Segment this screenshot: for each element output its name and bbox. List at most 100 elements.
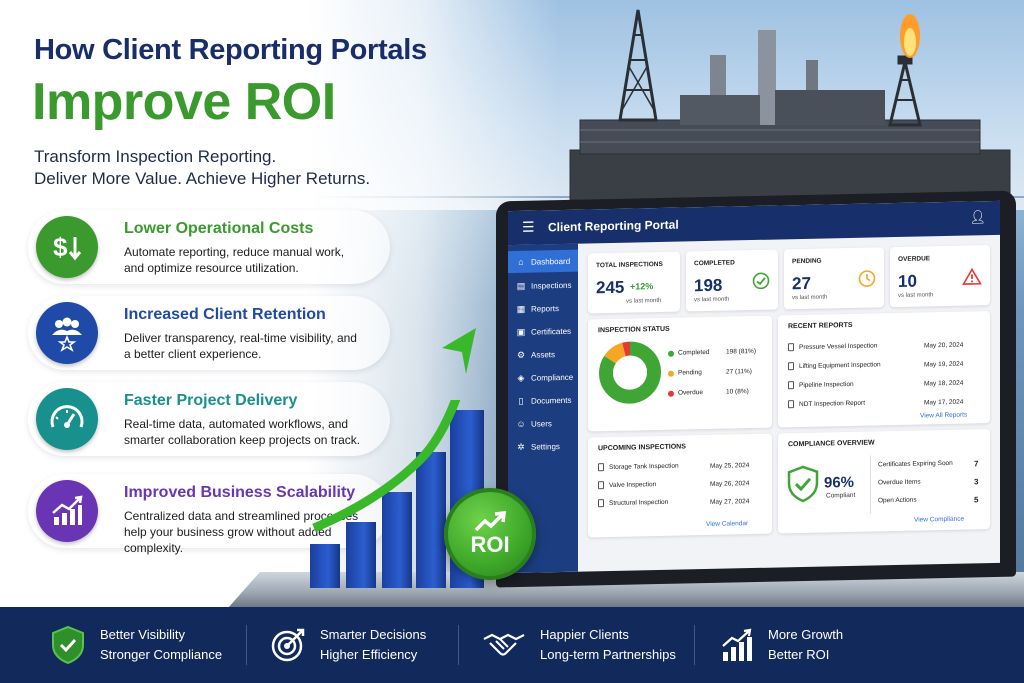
nav-dashboard[interactable]: ⌂ Dashboard bbox=[508, 249, 578, 274]
nav-certificates[interactable]: ▣ Certificates bbox=[508, 320, 578, 343]
shield-icon: ◈ bbox=[517, 372, 525, 383]
report-row[interactable]: NDT Inspection Report bbox=[788, 399, 865, 409]
user-icon: ☺ bbox=[516, 418, 526, 429]
gear-icon: ✲ bbox=[517, 441, 525, 452]
benefit-card-delivery: Faster Project Delivery Real-time data, … bbox=[28, 382, 390, 456]
report-name: NDT Inspection Report bbox=[799, 399, 865, 408]
compliance-value: 7 bbox=[974, 459, 979, 469]
nav-assets[interactable]: ⚙ Assets bbox=[508, 343, 578, 366]
benefit-desc: Real-time data, automated workflows, and… bbox=[124, 417, 361, 447]
stat-value: 10 bbox=[898, 271, 917, 291]
certificate-icon: ▣ bbox=[516, 326, 526, 337]
footer-line1: More Growth bbox=[768, 627, 844, 642]
trend-up-icon bbox=[474, 511, 506, 532]
document-icon bbox=[788, 381, 794, 390]
legend-value: 198 (81%) bbox=[726, 347, 756, 356]
report-row[interactable]: Lifting Equipment Inspection bbox=[788, 360, 881, 371]
people-star-icon bbox=[36, 302, 98, 364]
upcoming-name: Valve Inspection bbox=[609, 480, 657, 489]
legend-value: 10 (8%) bbox=[726, 388, 749, 396]
legend-dot bbox=[668, 390, 674, 397]
view-compliance-link[interactable]: View Compliance bbox=[914, 515, 965, 524]
footer-line1: Smarter Decisions bbox=[320, 627, 427, 642]
upcoming-inspections-card: UPCOMING INSPECTIONS Storage Tank Inspec… bbox=[588, 433, 772, 538]
footer-growth: More Growth Better ROI bbox=[720, 607, 843, 683]
stat-pending[interactable]: PENDING 27 vs last month bbox=[784, 247, 884, 310]
subtitle-line2: Deliver More Value. Achieve Higher Retur… bbox=[34, 169, 371, 188]
document-icon bbox=[788, 400, 794, 409]
upcoming-date: May 27, 2024 bbox=[710, 498, 750, 506]
nav-compliance[interactable]: ◈ Compliance bbox=[508, 366, 578, 389]
clock-icon bbox=[858, 270, 876, 287]
dollar-down-icon: $ bbox=[36, 216, 98, 278]
nav-label: Assets bbox=[531, 349, 556, 360]
check-circle-icon bbox=[752, 272, 770, 290]
svg-text:$: $ bbox=[53, 232, 68, 262]
home-icon: ⌂ bbox=[518, 256, 524, 267]
inspection-status-card: INSPECTION STATUS Completed 198 (81%) Pen… bbox=[588, 315, 772, 432]
growth-bar bbox=[310, 544, 340, 588]
compliance-row: Open Actions bbox=[878, 496, 917, 505]
subtitle: Transform Inspection Reporting. Deliver … bbox=[34, 146, 370, 190]
footer-decisions: Smarter Decisions Higher Efficiency bbox=[270, 607, 426, 683]
growth-arrow bbox=[312, 400, 461, 533]
benefit-card-scalability: Improved Business Scalability Centralize… bbox=[28, 474, 390, 555]
stat-overdue[interactable]: OVERDUE 10 vs last month bbox=[890, 245, 990, 308]
clipboard-icon: ▤ bbox=[516, 280, 526, 291]
nav-label: Users bbox=[531, 418, 552, 429]
nav-inspections[interactable]: ▤ Inspections bbox=[508, 274, 578, 297]
stat-sub: vs last month bbox=[792, 294, 828, 302]
stat-total-inspections[interactable]: TOTAL INSPECTIONS 245 +12% vs last month bbox=[588, 251, 680, 314]
upcoming-row[interactable]: Storage Tank Inspection bbox=[598, 462, 679, 472]
headline-line1: How Client Reporting Portals bbox=[34, 34, 427, 66]
compliance-label: Compliant bbox=[826, 491, 856, 500]
document-icon: ▯ bbox=[518, 395, 524, 406]
offshore-rig-illustration bbox=[569, 9, 1011, 200]
legend-label: Completed bbox=[678, 348, 710, 357]
donut-hole bbox=[613, 355, 647, 390]
section-title: RECENT REPORTS bbox=[788, 321, 853, 331]
report-name: Pressure Vessel Inspection bbox=[799, 341, 878, 351]
legend-value: 27 (11%) bbox=[726, 368, 752, 376]
user-account-icon[interactable]: 👤︎ bbox=[969, 209, 986, 225]
benefit-title: Faster Project Delivery bbox=[124, 392, 298, 409]
nav-documents[interactable]: ▯ Documents bbox=[508, 389, 578, 412]
benefit-desc: Centralized data and streamlined process… bbox=[124, 509, 359, 555]
footer-line2: Stronger Compliance bbox=[100, 647, 223, 662]
view-calendar-link[interactable]: View Calendar bbox=[706, 520, 749, 529]
inspection-status-donut bbox=[599, 341, 661, 404]
nav-label: Reports bbox=[531, 303, 560, 314]
shield-check-icon bbox=[787, 465, 819, 503]
nav-label: Settings bbox=[531, 441, 560, 452]
footer-divider bbox=[458, 625, 459, 665]
footer-line2: Long-term Partnerships bbox=[540, 647, 676, 662]
section-title: UPCOMING INSPECTIONS bbox=[598, 443, 686, 453]
legend-label: Overdue bbox=[678, 389, 703, 397]
view-all-reports-link[interactable]: View All Reports bbox=[920, 411, 968, 420]
legend-completed: Completed 198 (81%) bbox=[668, 348, 756, 357]
stat-completed[interactable]: COMPLETED 198 vs last month bbox=[686, 249, 778, 312]
report-row[interactable]: Pipeline Inspection bbox=[788, 380, 854, 390]
nav-users[interactable]: ☺ Users bbox=[508, 412, 578, 435]
upcoming-row[interactable]: Structural Inspection bbox=[598, 498, 668, 508]
roi-text: ROI bbox=[470, 532, 510, 557]
stat-label: COMPLETED bbox=[694, 259, 735, 268]
legend-overdue: Overdue 10 (8%) bbox=[668, 388, 749, 397]
compliance-row: Overdue Items bbox=[878, 478, 921, 487]
nav-reports[interactable]: ▦ Reports bbox=[508, 297, 578, 320]
stat-value: 245 bbox=[596, 277, 625, 298]
nav-settings[interactable]: ✲ Settings bbox=[508, 435, 578, 458]
headline-line2: Improve ROI bbox=[32, 73, 336, 131]
target-icon bbox=[271, 628, 305, 662]
report-name: Lifting Equipment Inspection bbox=[799, 360, 881, 370]
warning-icon bbox=[962, 267, 982, 285]
upcoming-row[interactable]: Valve Inspection bbox=[598, 480, 657, 490]
report-row[interactable]: Pressure Vessel Inspection bbox=[788, 341, 878, 352]
stat-sub: vs last month bbox=[898, 292, 934, 299]
benefit-title: Improved Business Scalability bbox=[124, 484, 356, 501]
hamburger-menu-icon[interactable]: ☰ bbox=[522, 218, 535, 235]
stat-value: 27 bbox=[792, 273, 811, 294]
growth-bar bbox=[346, 522, 376, 588]
benefit-card-retention: Increased Client Retention Deliver trans… bbox=[28, 296, 390, 370]
stat-value: 198 bbox=[694, 275, 723, 296]
